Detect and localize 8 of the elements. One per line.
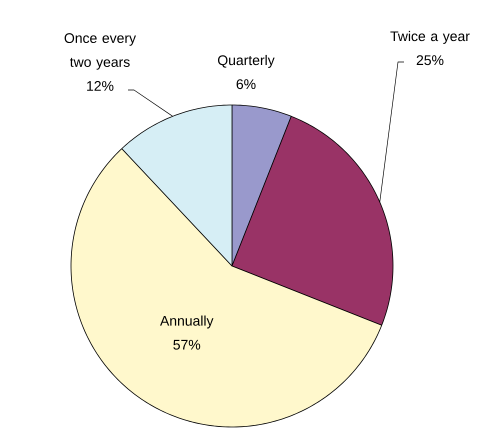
data-label: 57% bbox=[173, 340, 200, 350]
slice-label: Quarterly bbox=[218, 54, 275, 68]
data-label: 6% bbox=[236, 79, 256, 90]
slice-label: Annually bbox=[160, 316, 214, 329]
slice-label: Once every two years bbox=[64, 33, 136, 70]
data-label: 25% bbox=[416, 55, 444, 66]
data-label: 12% bbox=[87, 81, 114, 91]
slice-label: Twice a year bbox=[390, 30, 470, 44]
